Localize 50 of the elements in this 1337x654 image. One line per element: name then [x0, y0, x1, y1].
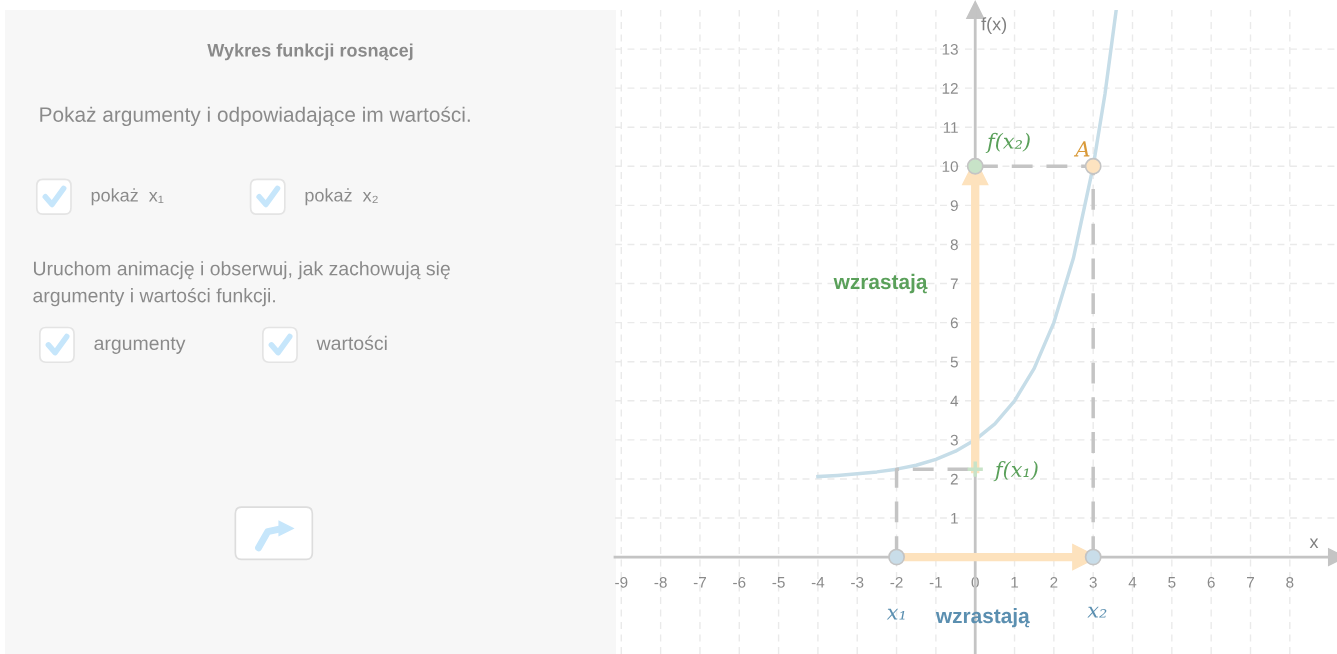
y-tick-label: 6 [950, 317, 958, 329]
y-tick-label: 5 [950, 356, 958, 368]
x-tick-label: -9 [615, 576, 628, 588]
y-tick-label: 10 [942, 161, 958, 172]
annotation: f(x₁) [993, 461, 1038, 482]
x-tick-label: 4 [1128, 577, 1137, 588]
y-tick-label: 1 [951, 513, 958, 524]
annotation: wzrastają [935, 607, 1030, 628]
x-tick-label: 2 [1050, 576, 1058, 588]
x-tick-label: -7 [693, 577, 706, 588]
y-tick-label: 8 [950, 239, 958, 251]
y-tick-label: 4 [950, 395, 959, 407]
x-tick-label: 1 [1011, 577, 1019, 588]
annotation: x₂ [1087, 606, 1107, 618]
y-tick-label: 3 [950, 434, 958, 446]
annotation: wzrastają [833, 273, 928, 294]
annotation: x₁ [886, 608, 905, 620]
annotation: f(x) [981, 17, 1007, 35]
annotation: f(x₂) [985, 132, 1030, 153]
y-tick-label: 7 [950, 278, 958, 290]
x-tick-label: -5 [772, 577, 785, 588]
y-tick-label: 2 [950, 473, 958, 485]
point [965, 459, 985, 479]
x-tick-label: 3 [1089, 576, 1097, 588]
text: Wykres funkcji rosnącej [207, 43, 413, 61]
x-tick-label: 6 [1207, 576, 1215, 588]
x-tick-label: -1 [929, 577, 942, 588]
point [1084, 157, 1102, 175]
text: pokaż x₂ [305, 188, 378, 206]
x-tick-label: -8 [654, 576, 667, 588]
y-tick-label: 11 [943, 122, 958, 133]
x-tick-label: -6 [733, 576, 746, 588]
x-tick-label: -4 [811, 577, 825, 588]
y-tick-label: 12 [942, 83, 958, 94]
text: Pokaż argumenty i odpowiadające im wartości. [40, 106, 470, 127]
point [1084, 548, 1102, 566]
annotation: A [1073, 141, 1090, 157]
annotation: x [1309, 538, 1319, 549]
text: Uruchom animację i obserwuj, jak zachowują się argumenty i wartości funkcji. [33, 261, 450, 307]
text: pokaż x₁ [91, 188, 164, 206]
x-tick-label: -2 [890, 576, 903, 588]
y-tick-label: 9 [950, 200, 958, 212]
x-tick-label: 5 [1168, 577, 1176, 588]
text: argumenty [94, 337, 186, 354]
x-tick-label: -3 [851, 576, 864, 588]
text: wartości [316, 335, 387, 351]
y-tick-label: 13 [942, 43, 958, 55]
x-tick-label: 7 [1247, 577, 1254, 588]
x-tick-label: 8 [1286, 576, 1294, 588]
point [966, 157, 984, 175]
